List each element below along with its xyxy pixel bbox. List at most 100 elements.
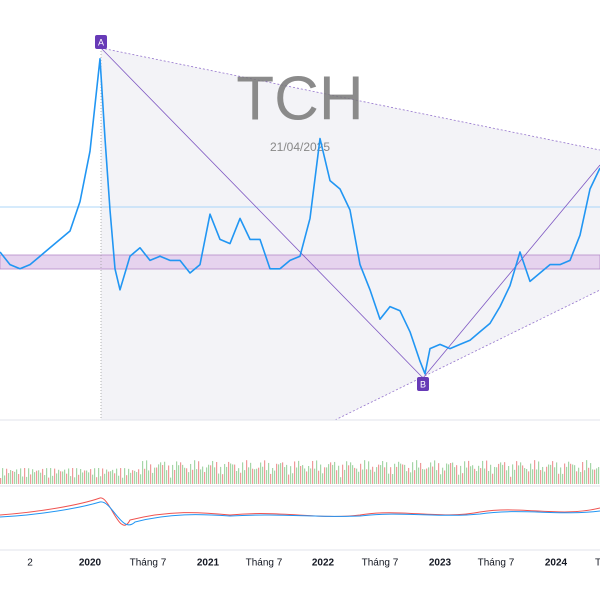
volume-decoration <box>592 469 594 484</box>
volume-decoration <box>442 467 444 484</box>
volume-decoration <box>188 472 190 484</box>
oscillator-line <box>0 497 600 526</box>
volume-decoration <box>94 468 96 484</box>
volume-decoration <box>516 461 518 484</box>
watermark-date: 21/04/2025 <box>270 140 330 154</box>
volume-decoration <box>234 464 236 484</box>
volume-decoration <box>230 463 232 484</box>
volume-decoration <box>260 462 262 484</box>
volume-decoration <box>278 464 280 484</box>
volume-decoration <box>258 467 260 484</box>
volume-decoration <box>398 461 400 484</box>
volume-decoration <box>300 466 302 484</box>
volume-decoration <box>114 473 116 484</box>
volume-decoration <box>26 476 28 484</box>
volume-decoration <box>314 468 316 484</box>
volume-decoration <box>596 468 598 484</box>
volume-decoration <box>150 464 152 484</box>
volume-decoration <box>34 472 36 484</box>
volume-decoration <box>508 466 510 484</box>
volume-decoration <box>518 465 520 484</box>
volume-decoration <box>222 474 224 484</box>
volume-decoration <box>468 460 470 484</box>
volume-decoration <box>64 469 66 484</box>
volume-decoration <box>162 465 164 484</box>
volume-decoration <box>582 462 584 484</box>
volume-decoration <box>566 466 568 484</box>
volume-decoration <box>50 468 52 484</box>
volume-decoration <box>256 468 258 484</box>
volume-decoration <box>414 470 416 484</box>
volume-decoration <box>548 464 550 484</box>
volume-decoration <box>474 468 476 484</box>
volume-decoration <box>372 466 374 484</box>
volume-decoration <box>24 468 26 484</box>
x-tick-label: 2021 <box>197 558 220 569</box>
volume-decoration <box>88 472 90 484</box>
volume-decoration <box>90 469 92 484</box>
volume-decoration <box>118 475 120 484</box>
volume-decoration <box>154 467 156 484</box>
volume-decoration <box>322 473 324 484</box>
volume-decoration <box>70 476 72 484</box>
volume-decoration <box>304 468 306 484</box>
volume-decoration <box>208 464 210 484</box>
volume-decoration <box>62 471 64 484</box>
volume-decoration <box>194 460 196 484</box>
volume-decoration <box>394 463 396 484</box>
volume-decoration <box>236 471 238 484</box>
volume-decoration <box>170 477 172 484</box>
volume-decoration <box>506 470 508 484</box>
volume-decoration <box>494 466 496 484</box>
volume-decoration <box>172 464 174 484</box>
volume-decoration <box>346 461 348 484</box>
volume-decoration <box>112 469 114 484</box>
volume-decoration <box>108 471 110 484</box>
volume-decoration <box>416 460 418 484</box>
volume-decoration <box>178 465 180 484</box>
volume-decoration <box>110 471 112 484</box>
volume-decoration <box>466 467 468 484</box>
volume-decoration <box>68 468 70 484</box>
volume-decoration <box>470 466 472 484</box>
volume-decoration <box>76 468 78 484</box>
volume-decoration <box>358 471 360 484</box>
volume-decoration <box>228 461 230 484</box>
volume-decoration <box>580 471 582 484</box>
volume-decoration <box>60 471 62 484</box>
volume-decoration <box>100 476 102 484</box>
volume-decoration <box>408 467 410 484</box>
annotation-label: B <box>420 379 426 389</box>
volume-decoration <box>476 471 478 484</box>
trend-line <box>100 47 600 151</box>
volume-decoration <box>122 477 124 484</box>
volume-decoration <box>410 472 412 484</box>
volume-decoration <box>380 465 382 484</box>
volume-decoration <box>96 477 98 484</box>
volume-decoration <box>556 462 558 484</box>
volume-decoration <box>542 466 544 484</box>
volume-decoration <box>326 467 328 484</box>
volume-decoration <box>562 473 564 484</box>
volume-decoration <box>450 463 452 484</box>
volume-decoration <box>30 474 32 484</box>
volume-decoration <box>364 460 366 484</box>
volume-decoration <box>576 471 578 484</box>
volume-decoration <box>246 460 248 484</box>
volume-decoration <box>332 464 334 484</box>
x-tick-label: Tháng 7 <box>130 558 167 569</box>
trend-line <box>334 289 600 421</box>
volume-decoration <box>2 468 4 484</box>
volume-decoration <box>184 467 186 484</box>
volume-decoration <box>180 462 182 484</box>
volume-decoration <box>36 470 38 484</box>
volume-decoration <box>204 471 206 484</box>
volume-decoration <box>8 473 10 484</box>
volume-decoration <box>106 469 108 484</box>
volume-decoration <box>404 464 406 484</box>
x-tick-label: Tháng 7 <box>478 558 515 569</box>
volume-decoration <box>266 470 268 484</box>
volume-decoration <box>572 464 574 484</box>
volume-decoration <box>38 470 40 484</box>
volume-decoration <box>276 463 278 484</box>
